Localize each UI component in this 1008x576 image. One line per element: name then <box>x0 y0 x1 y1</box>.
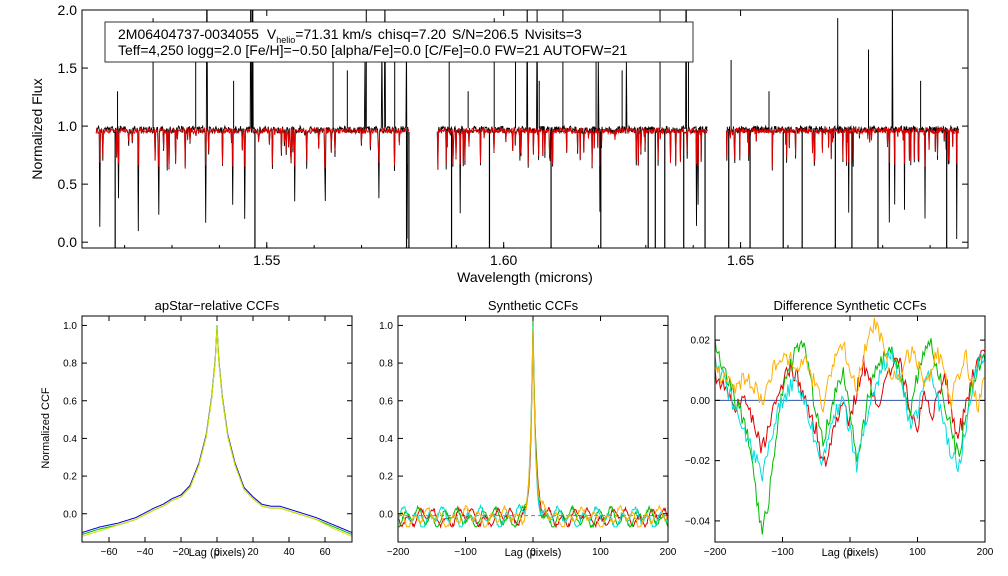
x-tick-label: 0 <box>847 547 853 558</box>
difference-ccf-panel: Difference Synthetic CCFs −200 −100 0 100 20… <box>685 298 994 559</box>
difference-ccf-axes-frame <box>714 315 986 543</box>
x-tick-label: −40 <box>137 547 154 558</box>
y-tick-label: 2.0 <box>58 2 78 18</box>
x-tick-label: −60 <box>101 547 118 558</box>
y-tick-label: 0.2 <box>63 472 77 483</box>
synthetic-ccf-series-orange <box>398 330 668 528</box>
x-tick-label: 200 <box>660 547 677 558</box>
apstar-ccf-series-yellow <box>82 327 352 537</box>
observed-spectrum-chip-3 <box>725 10 959 240</box>
x-tick-label: −100 <box>771 547 794 558</box>
model-spectrum-chip-2 <box>436 126 708 170</box>
stellar-parameters-line: Teff=4,250 logg=2.0 [Fe/H]=−0.50 [alpha/… <box>118 42 627 58</box>
difference-ccf-xlabel: Lag (pixels) <box>822 547 879 559</box>
apstar-ccf-panel: apStar−relative CCFs −60 −40 −20 0 20 40 60 0.0… <box>40 298 353 559</box>
y-tick-label: −0.04 <box>685 516 711 527</box>
difference-ccf-title: Difference Synthetic CCFs <box>774 298 927 313</box>
difference-ccf-series-green <box>715 338 985 535</box>
spectrum-panel: 1.55 1.60 1.65 0.0 0.5 1.0 1.5 2.0 2M06404737-0… <box>29 2 969 285</box>
y-tick-label: 0.4 <box>379 434 393 445</box>
y-tick-label: 0.6 <box>379 396 393 407</box>
spectrum-ylabel: Normalized Flux <box>29 78 45 179</box>
x-tick-label: 100 <box>592 547 609 558</box>
x-tick-label: 0 <box>530 547 536 558</box>
y-tick-label: 1.0 <box>63 321 77 332</box>
synthetic-ccf-xlabel: Lag (pixels) <box>505 547 562 559</box>
nvisits-value: Nvisits=3 <box>525 26 582 42</box>
spectrum-axis-ticks: 1.55 1.60 1.65 0.0 0.5 1.0 1.5 2.0 <box>58 2 968 268</box>
x-tick-label: 60 <box>319 547 331 558</box>
apstar-ccf-series-green <box>82 325 352 535</box>
y-tick-label: 0.2 <box>379 472 393 483</box>
difference-ccf-series-orange <box>715 317 985 413</box>
apstar-ccf-series-blue <box>82 327 352 534</box>
apstar-ccf-axis-ticks: −60 −40 −20 0 20 40 60 0.0 0.2 0.4 0.6 0.8 1.0 <box>63 316 352 558</box>
synthetic-ccf-axis-ticks: −200 −100 0 100 200 0.0 0.2 0.4 0.6 0.8 1.0 <box>379 316 677 558</box>
apstar-ccf-plot-area <box>82 325 352 537</box>
vhelio-symbol: V <box>267 26 277 42</box>
apstar-ccf-axes-frame <box>81 315 353 543</box>
spectrum-axes-frame <box>81 9 969 249</box>
x-tick-label: 1.60 <box>490 252 517 268</box>
chisq-value: chisq=7.20 <box>378 26 446 42</box>
y-tick-label: 0.8 <box>379 359 393 370</box>
y-tick-label: 0.02 <box>691 336 711 347</box>
y-tick-label: 0.00 <box>691 396 711 407</box>
synthetic-ccf-panel: Synthetic CCFs −200 −100 0 100 200 0.0 0.2 0.4 0… <box>379 298 677 559</box>
difference-ccf-plot-area <box>715 317 985 535</box>
model-spectrum-chip-1 <box>95 126 410 169</box>
model-spectrum-chip-3 <box>725 126 959 169</box>
x-tick-label: −200 <box>387 547 410 558</box>
y-tick-label: 0.5 <box>58 176 78 192</box>
vhelio-subscript: helio <box>276 35 295 45</box>
y-tick-label: 0.0 <box>58 234 78 250</box>
y-tick-label: 1.0 <box>379 321 393 332</box>
spectrum-plot-area <box>95 10 959 248</box>
star-info-line-1: 2M06404737-0034055 Vhelio=71.31 km/s chisq… <box>118 26 582 45</box>
y-tick-label: 0.0 <box>63 509 77 520</box>
y-tick-label: 0.6 <box>63 396 77 407</box>
y-tick-label: 0.0 <box>379 509 393 520</box>
synthetic-ccf-title: Synthetic CCFs <box>488 298 579 313</box>
y-tick-label: −0.02 <box>685 456 711 467</box>
x-tick-label: 1.55 <box>253 252 280 268</box>
x-tick-label: 20 <box>247 547 259 558</box>
x-tick-label: −100 <box>454 547 477 558</box>
y-tick-label: 0.4 <box>63 434 77 445</box>
y-tick-label: 1.0 <box>58 118 78 134</box>
x-tick-label: 200 <box>977 547 994 558</box>
apstar-ccf-ylabel: Normalized CCF <box>40 387 52 469</box>
spectrum-xlabel: Wavelength (microns) <box>457 269 593 285</box>
apstar-ccf-title: apStar−relative CCFs <box>155 298 280 313</box>
snr-value: S/N=206.5 <box>452 26 519 42</box>
x-tick-label: 0 <box>214 547 220 558</box>
vhelio-value: =71.31 km/s <box>295 26 372 42</box>
x-tick-label: −200 <box>704 547 727 558</box>
star-id: 2M06404737-0034055 <box>118 26 259 42</box>
x-tick-label: 1.65 <box>727 252 754 268</box>
y-tick-label: 1.5 <box>58 60 78 76</box>
star-info-box <box>104 21 694 63</box>
x-tick-label: 100 <box>909 547 926 558</box>
difference-ccf-series-cyan <box>715 348 985 482</box>
x-tick-label: 40 <box>283 547 295 558</box>
synthetic-ccf-plot-area <box>398 320 668 529</box>
x-tick-label: −20 <box>173 547 190 558</box>
difference-ccf-axis-ticks: −200 −100 0 100 200 −0.04 −0.02 0.00 0.02 <box>685 316 994 558</box>
y-tick-label: 0.8 <box>63 359 77 370</box>
apstar-ccf-xlabel: Lag (pixels) <box>189 547 246 559</box>
